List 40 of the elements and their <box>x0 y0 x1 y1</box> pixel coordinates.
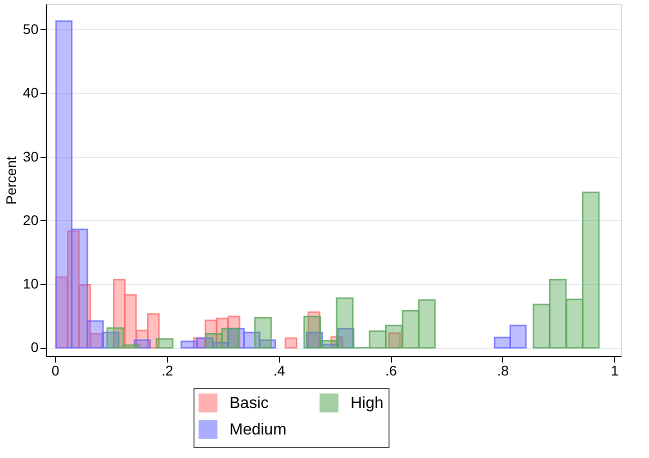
x-tick-label: .4 <box>273 362 286 378</box>
y-tick-label: 30 <box>22 148 39 164</box>
bar <box>402 310 420 348</box>
y-tick-label: 10 <box>22 276 39 292</box>
legend-label: High <box>350 394 384 412</box>
x-tick-label: 0 <box>52 362 60 378</box>
legend-label: Basic <box>230 394 269 412</box>
bar <box>180 340 198 348</box>
y-tick-label: 40 <box>22 84 39 101</box>
bar <box>566 298 584 348</box>
x-tick-label: .2 <box>161 362 174 378</box>
bar <box>284 337 298 348</box>
bar <box>122 344 140 348</box>
legend-label: Medium <box>230 422 286 438</box>
bar <box>303 316 322 348</box>
bar <box>55 20 72 348</box>
x-tick-label: .6 <box>385 362 398 378</box>
bar <box>368 330 387 348</box>
bar <box>221 328 239 348</box>
y-tick-label: 50 <box>22 20 39 37</box>
bar <box>418 299 436 348</box>
bar <box>548 278 567 348</box>
bar <box>70 228 88 348</box>
bar <box>254 317 272 348</box>
bar <box>494 336 511 348</box>
bar <box>336 297 354 348</box>
y-tick-label: 20 <box>22 212 39 228</box>
bar <box>156 338 174 348</box>
x-tick-label: .8 <box>497 362 509 378</box>
bar <box>385 324 403 348</box>
bar <box>106 327 124 348</box>
bar <box>532 304 550 348</box>
bar <box>204 332 223 348</box>
x-tick-label: 1 <box>610 362 619 378</box>
bar <box>582 192 600 348</box>
bar <box>320 340 338 348</box>
bar <box>510 324 527 348</box>
y-axis-title: Percent <box>2 156 19 205</box>
bar <box>86 320 104 348</box>
y-tick-label: 0 <box>30 339 39 356</box>
